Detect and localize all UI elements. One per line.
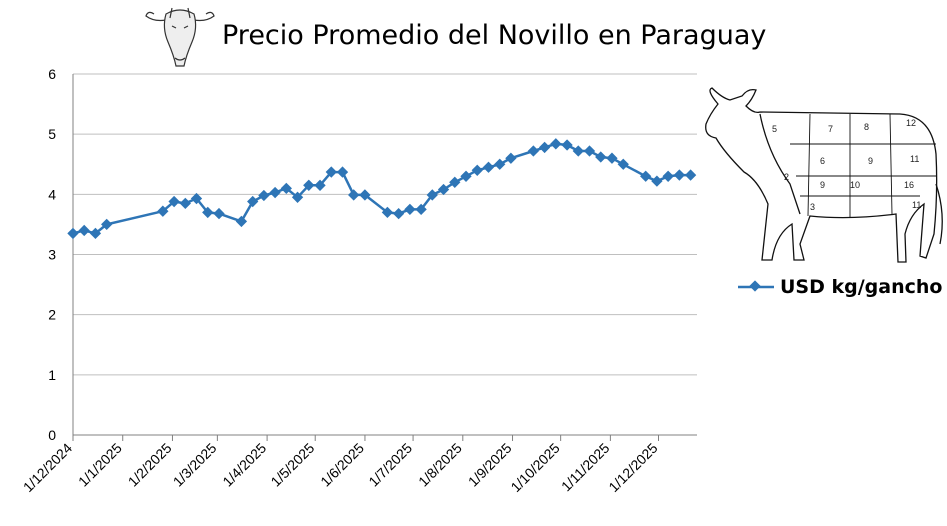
- x-tick-label: 1/3/2025: [170, 440, 220, 490]
- y-tick-label: 0: [48, 427, 56, 443]
- data-point: [202, 206, 214, 219]
- data-point: [606, 152, 618, 164]
- data-point: [336, 166, 349, 178]
- x-tick-label: 1/7/2025: [365, 440, 415, 490]
- data-point: [505, 152, 517, 164]
- svg-text:9: 9: [820, 180, 825, 190]
- legend-label: USD kg/gancho: [780, 276, 943, 298]
- data-point: [381, 206, 394, 219]
- data-point: [269, 186, 281, 199]
- svg-text:10: 10: [850, 180, 860, 190]
- svg-text:2: 2: [784, 172, 789, 182]
- data-point: [247, 195, 259, 208]
- x-tick-label: 1/4/2025: [219, 440, 269, 490]
- data-point: [471, 164, 483, 176]
- data-point: [527, 145, 540, 157]
- x-tick-label: 1/12/2025: [605, 440, 661, 496]
- data-point: [684, 169, 697, 181]
- y-tick-label: 6: [48, 66, 56, 82]
- data-point: [404, 203, 416, 216]
- data-point: [359, 189, 371, 201]
- data-point: [662, 170, 674, 182]
- x-tick-label: 1/10/2025: [507, 440, 563, 496]
- chart-title: Precio Promedio del Novillo en Paraguay: [222, 20, 767, 51]
- data-point: [325, 166, 337, 178]
- legend: USD kg/gancho: [738, 276, 942, 298]
- data-point: [583, 145, 596, 157]
- data-point: [190, 192, 203, 205]
- data-point: [291, 191, 304, 203]
- data-point: [258, 189, 270, 202]
- x-tick-label: 1/12/2024: [20, 440, 76, 496]
- data-point: [179, 197, 191, 210]
- data-point: [348, 189, 360, 201]
- cow-beef-cuts-diagram-icon: 5 7 8 12 6 9 11 2 9 10 16 3 11: [705, 87, 943, 263]
- data-point: [651, 175, 663, 187]
- data-point: [415, 203, 427, 216]
- svg-text:12: 12: [906, 118, 916, 128]
- data-point: [617, 158, 629, 170]
- y-tick-label: 3: [48, 247, 56, 263]
- data-point: [640, 170, 652, 182]
- svg-text:11: 11: [912, 200, 921, 210]
- x-tick-label: 1/2/2025: [125, 440, 175, 490]
- y-tick-label: 1: [48, 367, 56, 383]
- data-point: [595, 151, 607, 163]
- data-point: [78, 224, 90, 237]
- data-point: [550, 138, 562, 150]
- data-point: [314, 179, 326, 191]
- svg-text:11: 11: [910, 154, 919, 164]
- x-tick-label: 1/5/2025: [267, 440, 317, 490]
- svg-text:8: 8: [864, 122, 869, 132]
- data-point: [437, 183, 450, 196]
- data-point: [449, 176, 461, 188]
- y-tick-label: 4: [48, 186, 56, 202]
- svg-text:6: 6: [820, 156, 825, 166]
- data-point: [482, 161, 495, 173]
- data-point: [460, 170, 472, 182]
- data-point: [235, 215, 248, 228]
- svg-text:5: 5: [772, 124, 777, 134]
- data-point: [303, 179, 315, 191]
- svg-text:3: 3: [810, 202, 815, 212]
- x-tick-label: 1/9/2025: [465, 440, 515, 490]
- legend-marker: [738, 280, 774, 292]
- cow-head-sketch-icon: [145, 7, 215, 67]
- data-point: [67, 227, 79, 240]
- svg-text:7: 7: [828, 124, 833, 134]
- svg-text:16: 16: [904, 180, 914, 190]
- data-point: [168, 195, 180, 208]
- x-tick-label: 1/8/2025: [415, 440, 465, 490]
- y-tick-label: 5: [48, 126, 56, 142]
- data-point: [572, 145, 584, 157]
- x-tick-label: 1/11/2025: [558, 440, 613, 495]
- data-point: [494, 158, 506, 170]
- data-point: [673, 169, 686, 181]
- data-point: [213, 207, 225, 220]
- data-point: [538, 141, 551, 154]
- data-point: [89, 227, 102, 240]
- data-point: [392, 207, 405, 220]
- x-tick-label: 1/1/2025: [75, 440, 125, 490]
- y-tick-label: 2: [48, 307, 56, 323]
- x-tick-label: 1/6/2025: [317, 440, 367, 490]
- svg-text:9: 9: [868, 156, 873, 166]
- data-point: [561, 139, 573, 151]
- data-point: [426, 189, 438, 201]
